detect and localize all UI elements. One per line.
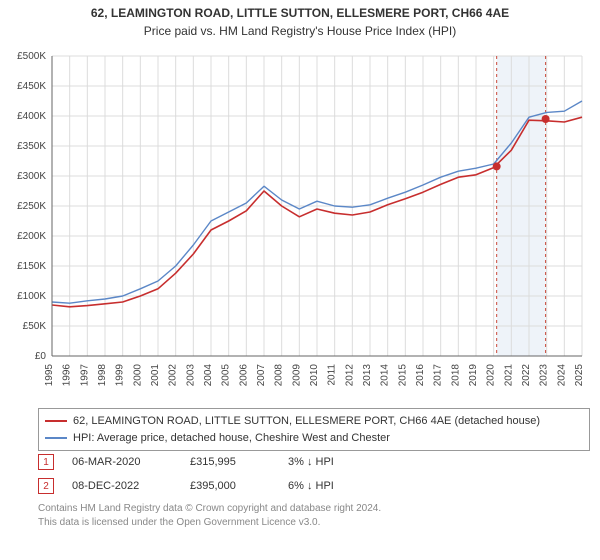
svg-text:£200K: £200K	[17, 231, 46, 242]
svg-text:2019: 2019	[468, 364, 479, 387]
svg-text:2006: 2006	[238, 364, 249, 387]
legend-item: HPI: Average price, detached house, Ches…	[45, 430, 583, 447]
svg-text:£100K: £100K	[17, 291, 46, 302]
svg-text:2022: 2022	[521, 364, 532, 387]
svg-text:1995: 1995	[44, 364, 55, 387]
svg-text:£250K: £250K	[17, 201, 46, 212]
legend-item: 62, LEAMINGTON ROAD, LITTLE SUTTON, ELLE…	[45, 413, 583, 430]
svg-text:£400K: £400K	[17, 111, 46, 122]
svg-text:2003: 2003	[185, 364, 196, 387]
svg-text:2016: 2016	[415, 364, 426, 387]
svg-text:£50K: £50K	[23, 321, 47, 332]
svg-text:1996: 1996	[62, 364, 73, 387]
svg-text:2009: 2009	[291, 364, 302, 387]
price-chart: £0 £50K £100K £150K £200K £250K £300K £350K £400…	[10, 50, 590, 400]
svg-text:2007: 2007	[256, 364, 267, 387]
marker-list: 1 06-MAR-2020 £315,995 3% ↓ HPI 2 08-DEC-2022…	[38, 450, 590, 498]
marker-price: £315,995	[190, 456, 270, 468]
svg-text:2005: 2005	[221, 364, 232, 387]
legend-swatch	[45, 420, 67, 422]
svg-text:2014: 2014	[380, 364, 391, 387]
marker-pct: 3% ↓ HPI	[288, 456, 388, 468]
svg-text:2012: 2012	[344, 364, 355, 387]
page-title: 62, LEAMINGTON ROAD, LITTLE SUTTON, ELLE…	[0, 0, 600, 22]
svg-text:2025: 2025	[574, 364, 585, 387]
svg-text:2017: 2017	[433, 364, 444, 387]
legend-swatch	[45, 437, 67, 439]
svg-text:£450K: £450K	[17, 81, 46, 92]
svg-text:£150K: £150K	[17, 261, 46, 272]
svg-text:1999: 1999	[115, 364, 126, 387]
svg-text:£0: £0	[35, 351, 47, 362]
svg-text:2021: 2021	[503, 364, 514, 387]
svg-text:1997: 1997	[79, 364, 90, 387]
legend: 62, LEAMINGTON ROAD, LITTLE SUTTON, ELLE…	[38, 408, 590, 451]
svg-text:2002: 2002	[168, 364, 179, 387]
svg-text:2010: 2010	[309, 364, 320, 387]
legend-label: 62, LEAMINGTON ROAD, LITTLE SUTTON, ELLE…	[73, 413, 540, 430]
svg-text:2013: 2013	[362, 364, 373, 387]
footer-line-2: This data is licensed under the Open Gov…	[38, 516, 381, 530]
svg-text:2020: 2020	[486, 364, 497, 387]
svg-text:£500K: £500K	[17, 51, 46, 62]
marker-row: 1 06-MAR-2020 £315,995 3% ↓ HPI	[38, 450, 590, 474]
marker-row: 2 08-DEC-2022 £395,000 6% ↓ HPI	[38, 474, 590, 498]
svg-text:2023: 2023	[539, 364, 550, 387]
marker-id-box: 1	[38, 454, 54, 470]
svg-text:2001: 2001	[150, 364, 161, 387]
svg-text:1998: 1998	[97, 364, 108, 387]
marker-price: £395,000	[190, 480, 270, 492]
marker-pct: 6% ↓ HPI	[288, 480, 388, 492]
svg-text:2011: 2011	[327, 364, 338, 386]
marker-date: 06-MAR-2020	[72, 456, 172, 468]
marker-id-box: 2	[38, 478, 54, 494]
svg-text:£350K: £350K	[17, 141, 46, 152]
footer-line-1: Contains HM Land Registry data © Crown c…	[38, 502, 381, 516]
marker-date: 08-DEC-2022	[72, 480, 172, 492]
svg-text:2000: 2000	[132, 364, 143, 387]
svg-text:£300K: £300K	[17, 171, 46, 182]
svg-text:2008: 2008	[274, 364, 285, 387]
footer-attribution: Contains HM Land Registry data © Crown c…	[38, 502, 381, 530]
svg-text:2024: 2024	[556, 364, 567, 387]
svg-text:2015: 2015	[397, 364, 408, 387]
page-subtitle: Price paid vs. HM Land Registry's House …	[0, 22, 600, 40]
legend-label: HPI: Average price, detached house, Ches…	[73, 430, 390, 447]
svg-text:2004: 2004	[203, 364, 214, 387]
svg-text:2018: 2018	[450, 364, 461, 387]
